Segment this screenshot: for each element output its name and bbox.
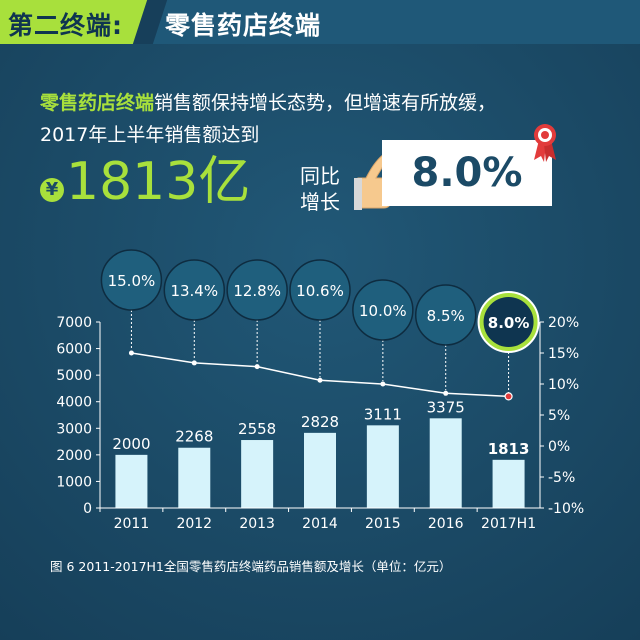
growth-point — [380, 381, 386, 387]
growth-bubble — [289, 259, 351, 321]
header-left-bar — [0, 0, 150, 44]
right-tick-label: 5% — [548, 408, 570, 424]
bar — [304, 432, 336, 508]
growth-line — [128, 350, 513, 401]
growth-line-path — [131, 352, 509, 398]
growth-label: 8.5% — [427, 307, 465, 325]
left-tick-label: 1000 — [56, 474, 92, 490]
growth-bubble-inner — [483, 297, 534, 347]
headline-line-1-text: 销售额保持增长态势，但增速有所放缓， — [154, 92, 497, 114]
growth-point — [191, 360, 197, 366]
growth-label: 8.0% — [488, 314, 530, 332]
right-tick-label: 15% — [548, 346, 579, 362]
growth-box — [382, 140, 552, 206]
bar — [241, 440, 274, 508]
bar-value-label: 3111 — [364, 405, 402, 423]
bar-value-label: 2268 — [175, 428, 213, 446]
left-tick-label: 5000 — [56, 368, 92, 384]
growth-bubble — [163, 259, 226, 321]
growth-label: 10.6% — [296, 282, 344, 300]
growth-label: 13.4% — [170, 282, 218, 300]
big-value: 1813亿 — [66, 152, 251, 212]
right-tick-label: -5% — [548, 470, 575, 486]
yen-icon: ¥ — [40, 178, 64, 202]
award-badge-icon — [534, 124, 556, 162]
bar — [178, 447, 211, 508]
bar-value-label: 3375 — [427, 398, 465, 416]
bar — [429, 418, 462, 508]
header-right-bar — [150, 0, 640, 44]
left-tick-label: 2000 — [56, 448, 92, 464]
right-tick-label: 0% — [548, 439, 570, 455]
header-section-label: 第二终端: — [8, 11, 123, 40]
right-tick-label: 20% — [548, 315, 579, 331]
left-tick-label: 7000 — [56, 315, 92, 331]
bar-value-label: 1813 — [488, 440, 530, 458]
growth-point — [504, 392, 513, 401]
header-title: 零售药店终端 — [165, 11, 322, 40]
growth-label: 15.0% — [108, 272, 156, 290]
x-tick-label: 2015 — [365, 516, 401, 532]
x-tick-label: 2016 — [428, 516, 464, 532]
growth-bubble — [352, 279, 414, 341]
left-tick-label: 3000 — [56, 421, 92, 437]
yoy-label-1: 同比 — [300, 164, 340, 188]
headline-highlight: 零售药店终端 — [40, 92, 155, 114]
left-tick-label: 6000 — [56, 342, 92, 358]
growth-point — [128, 350, 134, 356]
left-tick-label: 0 — [83, 501, 92, 517]
chart-caption: 图 6 2011-2017H1全国零售药店终端药品销售额及增长（单位：亿元） — [50, 559, 452, 574]
bars: 2000 2268 2558 2828 3111 3375 1813 — [112, 398, 529, 508]
right-tick-label: -10% — [548, 501, 584, 517]
right-axis: -10% -5% 0% 5% 10% 15% 20% — [539, 315, 584, 517]
growth-value: 8.0% — [411, 150, 523, 196]
growth-label: 12.8% — [233, 282, 281, 300]
growth-bubble — [226, 259, 288, 321]
bar-value-label: 2558 — [238, 420, 276, 438]
bar-value-label: 2828 — [301, 413, 339, 431]
x-tick-label: 2014 — [302, 516, 338, 532]
bar — [492, 459, 525, 508]
growth-label: 10.0% — [359, 302, 407, 320]
bar-value-label: 2000 — [112, 435, 150, 453]
right-tick-label: 10% — [548, 377, 579, 393]
x-axis: 2011 2012 2013 2014 2015 2016 2017H1 — [99, 507, 540, 532]
x-tick-label: 2013 — [239, 516, 275, 532]
growth-bubble — [414, 284, 477, 346]
growth-bubble — [100, 249, 163, 311]
x-tick-label: 2017H1 — [481, 516, 536, 532]
growth-point — [443, 390, 449, 396]
yoy-label-2: 增长 — [300, 190, 340, 214]
growth-point — [317, 377, 323, 383]
growth-bubbles: 15.0% 13.4% 12.8% 10.6% 10.0% 8.5% 8.0% — [100, 249, 540, 394]
bar — [366, 425, 399, 508]
growth-point — [254, 364, 260, 370]
left-tick-label: 4000 — [56, 395, 92, 411]
headline-line-1: 零售药店终端销售额保持增长态势，但增速有所放缓， — [40, 88, 496, 115]
left-axis: 0 1000 2000 3000 4000 5000 6000 7000 — [56, 315, 101, 517]
bar — [115, 454, 148, 508]
headline-line-2: 2017年上半年销售额达到 — [40, 124, 260, 146]
x-tick-label: 2011 — [114, 516, 150, 532]
x-tick-label: 2012 — [176, 516, 212, 532]
